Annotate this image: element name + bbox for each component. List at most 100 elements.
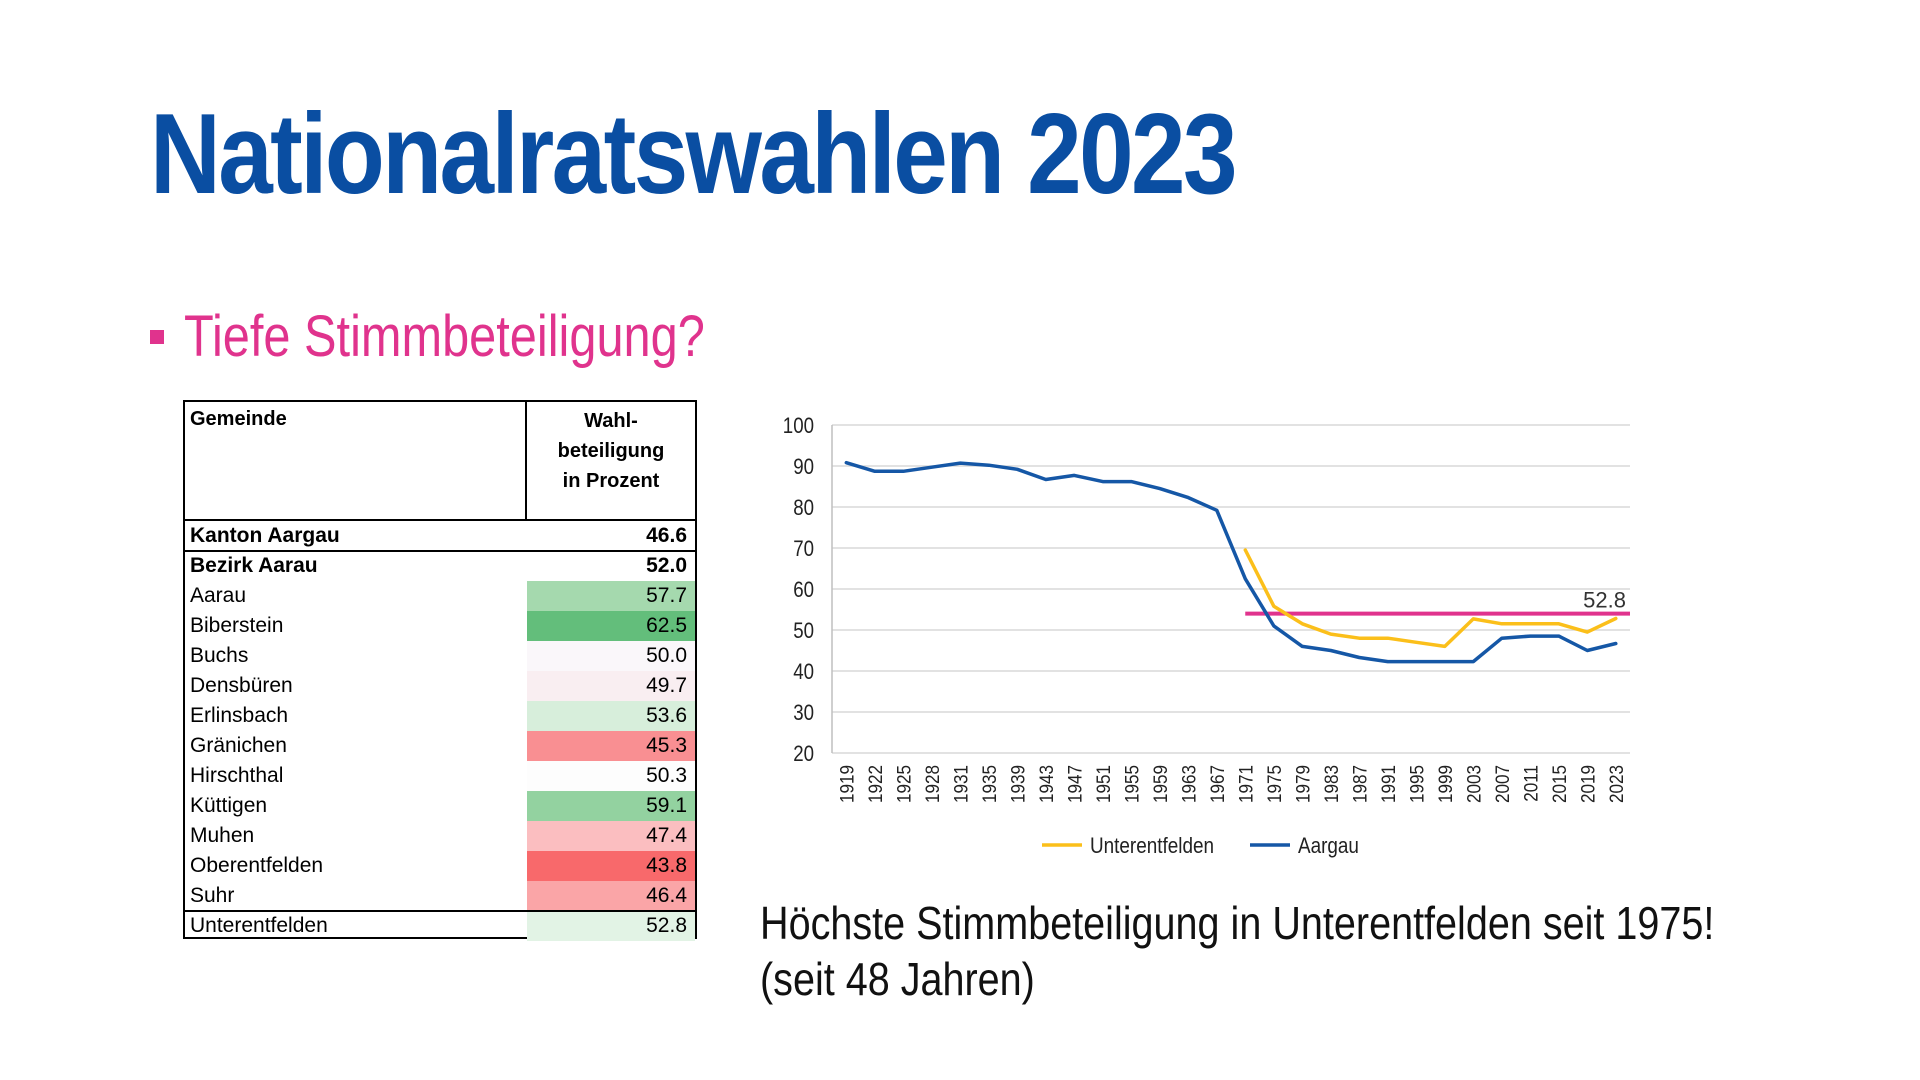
note-line-2: (seit 48 Jahren) — [760, 953, 1035, 1005]
x-tick-label: 2015 — [1549, 765, 1570, 803]
turnout-cell: 57.7 — [527, 581, 695, 611]
gemeinde-name: Densbüren — [190, 674, 293, 697]
turnout-value: 45.3 — [646, 734, 687, 757]
gemeinde-name: Suhr — [190, 884, 235, 907]
turnout-value: 62.5 — [646, 614, 687, 637]
x-tick-label: 1991 — [1378, 765, 1399, 803]
x-tick-label: 1931 — [950, 765, 971, 803]
y-tick-label: 80 — [793, 497, 814, 521]
y-tick-label: 20 — [793, 743, 814, 767]
series-line-aargau — [844, 460, 1618, 664]
gemeinde-name: Erlinsbach — [190, 704, 289, 727]
gemeinde-name: Buchs — [190, 644, 249, 667]
header-value-line: Wahl- — [584, 410, 638, 432]
turnout-value: 43.8 — [646, 854, 687, 877]
gemeinde-name: Kanton Aargau — [190, 524, 340, 547]
legend-label: Unterentfelden — [1090, 834, 1214, 859]
x-tick-label: 1983 — [1321, 765, 1342, 803]
row-separator — [185, 910, 695, 912]
series-line-unterentfelden — [1243, 548, 1618, 649]
header-wahlbeteiligung: Wahl- beteiligung in Prozent — [527, 406, 695, 496]
turnout-cell: 50.3 — [527, 761, 695, 791]
turnout-value: 47.4 — [646, 824, 687, 847]
x-tick-label: 1943 — [1036, 765, 1057, 803]
turnout-value: 57.7 — [646, 584, 687, 607]
turnout-cell: 52.8 — [527, 911, 695, 941]
table-row: Buchs 50.0 — [185, 641, 695, 671]
y-tick-label: 100 — [783, 415, 814, 439]
x-tick-label: 1951 — [1093, 765, 1114, 803]
x-tick-label: 1987 — [1349, 765, 1370, 803]
row-separator — [185, 550, 695, 552]
table-row: Hirschthal 50.3 — [185, 761, 695, 791]
bullet-square-icon — [150, 330, 164, 344]
subtitle: Tiefe Stimmbeteiligung? — [184, 304, 705, 369]
table-row: Aarau 57.7 — [185, 581, 695, 611]
x-tick-label: 2007 — [1492, 765, 1513, 803]
x-tick-label: 2019 — [1577, 765, 1598, 803]
table-row: Bezirk Aarau 52.0 — [185, 551, 695, 581]
table-row: Gränichen 45.3 — [185, 731, 695, 761]
note-text: Höchste Stimmbeteiligung in Unterentfeld… — [760, 895, 1714, 1007]
turnout-cell: 46.4 — [527, 881, 695, 911]
subtitle-row: Tiefe Stimmbeteiligung? — [150, 308, 804, 366]
y-tick-label: 30 — [793, 702, 814, 726]
turnout-value: 53.6 — [646, 704, 687, 727]
table-row: Erlinsbach 53.6 — [185, 701, 695, 731]
legend-label: Aargau — [1298, 834, 1359, 859]
turnout-line-chart: 20 30 40 50 60 70 80 90 100 1919 1922 1925 1928 1931 1… — [752, 400, 1632, 870]
gemeinde-name: Oberentfelden — [190, 854, 324, 877]
turnout-value: 50.0 — [646, 644, 687, 667]
gemeinde-name: Unterentfelden — [190, 914, 328, 937]
turnout-value: 49.7 — [646, 674, 687, 697]
gemeinde-name: Biberstein — [190, 614, 284, 637]
y-tick-label: 40 — [793, 661, 814, 685]
gemeinde-name: Gränichen — [190, 734, 287, 757]
gemeinde-name: Hirschthal — [190, 764, 284, 787]
x-tick-label: 1955 — [1121, 765, 1142, 803]
table-row: Unterentfelden 52.8 — [185, 911, 695, 941]
x-tick-label: 1975 — [1264, 765, 1285, 803]
turnout-value: 50.3 — [646, 764, 687, 787]
turnout-value: 52.0 — [646, 554, 687, 577]
turnout-cell: 53.6 — [527, 701, 695, 731]
chart-svg: 20 30 40 50 60 70 80 90 100 1919 1922 1925 1928 1931 1… — [783, 415, 1630, 859]
table-row: Kanton Aargau 46.6 — [185, 521, 695, 551]
turnout-cell: 45.3 — [527, 731, 695, 761]
note-line-1: Höchste Stimmbeteiligung in Unterentfeld… — [760, 897, 1715, 949]
turnout-value: 46.4 — [646, 884, 687, 907]
x-tick-label: 1999 — [1435, 765, 1456, 803]
table-row: Küttigen 59.1 — [185, 791, 695, 821]
table-row: Densbüren 49.7 — [185, 671, 695, 701]
x-tick-label: 1919 — [836, 765, 857, 803]
x-tick-label: 1939 — [1007, 765, 1028, 803]
turnout-cell: 52.0 — [527, 551, 695, 581]
table-row: Biberstein 62.5 — [185, 611, 695, 641]
x-tick-label: 2023 — [1606, 765, 1627, 803]
turnout-cell: 59.1 — [527, 791, 695, 821]
table-row: Oberentfelden 43.8 — [185, 851, 695, 881]
gemeinde-name: Bezirk Aarau — [190, 554, 318, 577]
x-tick-label: 1979 — [1292, 765, 1313, 803]
x-tick-label: 1947 — [1064, 765, 1085, 803]
table-row: Muhen 47.4 — [185, 821, 695, 851]
y-tick-label: 60 — [793, 579, 814, 603]
gemeinde-name: Aarau — [190, 584, 247, 607]
x-tick-label: 1928 — [922, 765, 943, 803]
x-tick-label: 1995 — [1406, 765, 1427, 803]
turnout-value: 59.1 — [646, 794, 687, 817]
y-tick-label: 90 — [793, 456, 814, 480]
x-tick-label: 1922 — [865, 765, 886, 803]
turnout-cell: 49.7 — [527, 671, 695, 701]
x-tick-label: 2003 — [1463, 765, 1484, 803]
header-gemeinde: Gemeinde — [190, 408, 287, 430]
y-tick-label: 50 — [793, 620, 814, 644]
x-tick-label: 1935 — [979, 765, 1000, 803]
turnout-value: 52.8 — [646, 914, 687, 937]
turnout-value: 46.6 — [646, 524, 687, 547]
turnout-cell: 50.0 — [527, 641, 695, 671]
y-tick-label: 70 — [793, 538, 814, 562]
x-tick-label: 1971 — [1235, 765, 1256, 803]
x-tick-label: 1967 — [1207, 765, 1228, 803]
x-tick-label: 1963 — [1178, 765, 1199, 803]
